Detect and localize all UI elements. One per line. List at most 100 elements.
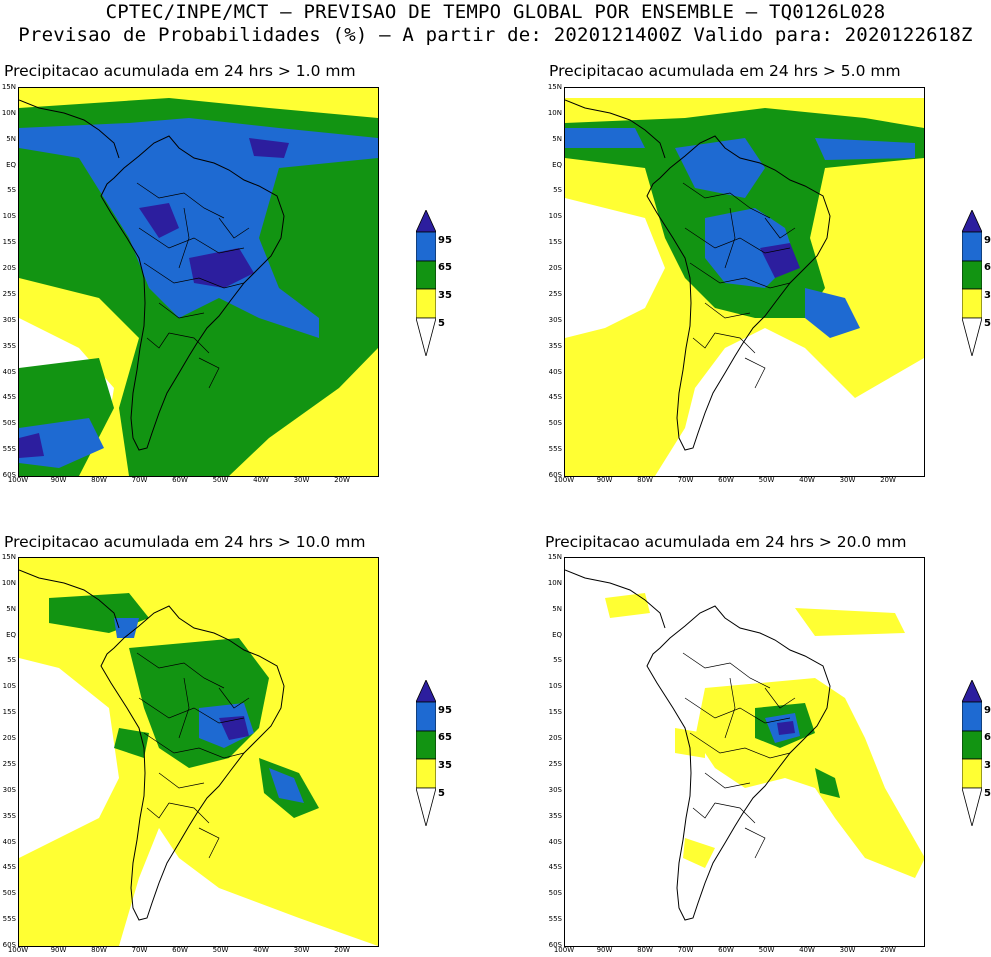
country-border: [689, 262, 791, 289]
country-border: [168, 332, 210, 354]
colorbar-label: 35: [438, 290, 452, 301]
colorbar-label: 5: [984, 318, 991, 329]
lon-tick-label: 70W: [131, 946, 148, 954]
lon-tick-label: 20W: [880, 946, 896, 954]
lat-tick-label: 55S: [548, 915, 562, 924]
colorbar-graphic: [415, 679, 437, 828]
probability-contour: [675, 728, 705, 758]
lat-tick-label: EQ: [552, 630, 562, 639]
lat-tick-label: 15S: [2, 708, 16, 717]
lat-tick-label: 5N: [6, 134, 16, 143]
lat-tick-label: 10N: [1, 578, 16, 587]
colorbar-label: 95: [438, 235, 452, 246]
lon-tick-label: 80W: [637, 476, 653, 484]
lon-tick-label: 100W: [553, 946, 575, 954]
country-border: [158, 772, 205, 789]
lat-tick-label: 5S: [553, 656, 562, 665]
probability-contour: [815, 138, 915, 160]
lon-tick-label: 60W: [718, 476, 734, 484]
lon-tick-label: 90W: [596, 476, 613, 484]
panel-4-title: Precipitacao acumulada em 24 hrs > 20.0 …: [545, 533, 907, 551]
coastline: [646, 605, 831, 921]
country-border: [198, 357, 220, 389]
lat-tick-label: 40S: [2, 837, 16, 846]
probability-contour: [19, 118, 378, 338]
colorbar-graphic: [961, 209, 983, 358]
country-border: [138, 227, 245, 254]
colorbar-graphic: [961, 679, 983, 828]
country-border: [682, 652, 771, 689]
lon-tick-label: 100W: [7, 946, 29, 954]
country-border: [198, 827, 220, 859]
country-border: [136, 652, 225, 689]
lon-tick-label: 100W: [553, 476, 575, 484]
country-border: [744, 827, 766, 859]
colorbar-label: 35: [984, 760, 991, 771]
country-border: [136, 182, 225, 219]
panel-2-colorbar: 95 65 35 5: [961, 209, 991, 358]
colorbar-segment: [415, 679, 437, 703]
lat-tick-label: 30S: [2, 315, 16, 324]
panel-1-colorbar: 95 65 35 5: [415, 209, 466, 358]
lat-tick-label: 10S: [548, 682, 562, 691]
lat-tick-label: 60S: [2, 471, 16, 479]
country-border: [714, 802, 756, 824]
header-title-line1: CPTEC/INPE/MCT — PREVISAO DE TEMPO GLOBA…: [105, 1, 886, 23]
colorbar-segment: [415, 209, 437, 233]
colorbar-label: 95: [438, 705, 452, 716]
colorbar-label: 95: [984, 235, 991, 246]
lon-tick-label: 70W: [677, 946, 694, 954]
colorbar-label: 65: [984, 262, 991, 273]
country-border: [168, 802, 210, 824]
lat-tick-label: 35S: [548, 811, 562, 820]
lat-tick-label: 45S: [548, 393, 562, 402]
country-border: [692, 802, 716, 819]
lon-tick-label: 30W: [293, 946, 310, 954]
panel-2-title: Precipitacao acumulada em 24 hrs > 5.0 m…: [549, 62, 901, 80]
lat-tick-label: 15S: [2, 238, 16, 247]
lat-tick-label: 5S: [7, 656, 16, 665]
probability-contour: [189, 248, 254, 288]
lon-tick-label: 20W: [880, 476, 896, 484]
lat-tick-label: 25S: [2, 759, 16, 768]
lat-tick-label: 15S: [548, 238, 562, 247]
country-border: [218, 687, 250, 709]
lat-tick-label: 5S: [7, 186, 16, 195]
panel-3-colorbar: 95 65 35 5: [415, 679, 466, 828]
panel-1-map: [18, 87, 379, 477]
lat-tick-label: 50S: [548, 889, 562, 898]
probability-contour: [805, 288, 860, 338]
lat-tick-label: 40S: [548, 367, 562, 376]
lat-tick-label: 10N: [1, 108, 16, 117]
lon-tick-label: 80W: [91, 946, 107, 954]
country-border: [143, 732, 245, 759]
country-border: [724, 677, 736, 739]
country-border: [138, 697, 245, 724]
colorbar-graphic: [415, 209, 437, 358]
colorbar-segment: [415, 701, 437, 732]
lon-tick-label: 50W: [758, 476, 775, 484]
lat-tick-label: 45S: [2, 393, 16, 402]
lat-tick-label: 45S: [548, 863, 562, 872]
colorbar-label: 65: [438, 732, 452, 743]
lon-tick-label: 80W: [91, 476, 107, 484]
lat-tick-label: 10N: [547, 578, 562, 587]
lat-tick-label: 35S: [2, 811, 16, 820]
panel-3-title: Precipitacao acumulada em 24 hrs > 10.0 …: [4, 533, 366, 551]
lat-tick-label: 20S: [548, 264, 562, 273]
lat-tick-label: 60S: [2, 941, 16, 949]
country-border: [146, 332, 170, 349]
country-border: [218, 217, 250, 239]
lon-tick-label: 50W: [758, 946, 775, 954]
lon-tick-label: 40W: [799, 476, 815, 484]
country-border: [684, 697, 791, 724]
lat-tick-label: 5N: [552, 134, 562, 143]
central-america-coastline: [565, 569, 666, 629]
lon-tick-label: 90W: [50, 476, 67, 484]
lon-tick-label: 80W: [637, 946, 653, 954]
lat-tick-label: 55S: [548, 445, 562, 454]
colorbar-segment: [415, 787, 437, 828]
lat-tick-label: 10N: [547, 108, 562, 117]
lat-tick-label: 30S: [2, 785, 16, 794]
map-canvas: [19, 88, 378, 476]
